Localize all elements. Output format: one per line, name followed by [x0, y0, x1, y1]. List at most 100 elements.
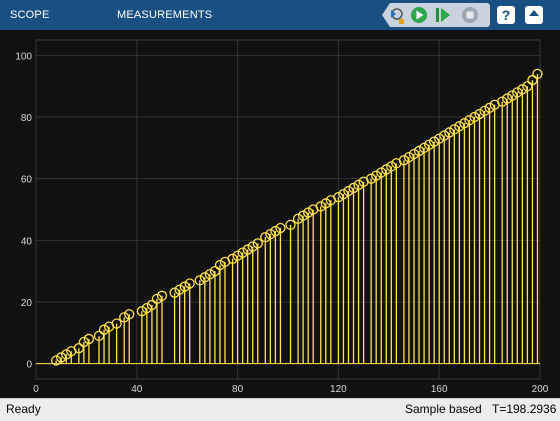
x-tick-label: 160 — [431, 384, 448, 395]
stem-marker — [522, 81, 533, 92]
stem-marker — [303, 207, 314, 218]
stem-marker — [184, 278, 195, 289]
stem-marker — [98, 324, 110, 335]
stem-marker — [464, 114, 475, 126]
y-tick-label: 0 — [26, 360, 32, 371]
stem-marker — [439, 130, 450, 141]
stem-marker — [507, 90, 518, 101]
stem-marker — [232, 250, 243, 261]
stem-marker — [454, 121, 465, 132]
y-tick-label: 100 — [15, 51, 32, 62]
x-tick-label: 40 — [131, 384, 143, 395]
stem-marker — [169, 287, 180, 298]
step-back-icon — [391, 8, 404, 24]
help-icon: ? — [497, 6, 515, 24]
status-mode: Sample based — [405, 402, 482, 416]
stem-marker — [348, 182, 359, 194]
stem-marker — [353, 179, 364, 190]
stem-marker — [119, 312, 130, 323]
stem-marker — [124, 309, 135, 320]
stem-marker — [204, 269, 216, 280]
toolstrip: SCOPE MEASUREMENTS ? — [0, 0, 560, 30]
stem-marker — [247, 241, 258, 252]
stem-marker — [479, 105, 490, 117]
markers — [51, 68, 543, 366]
y-tick-label: 20 — [21, 298, 33, 309]
stem-marker — [320, 198, 331, 209]
stem-marker — [338, 188, 349, 200]
x-tick-label: 80 — [232, 384, 244, 395]
y-tick-label: 80 — [21, 113, 33, 124]
stems — [36, 73, 540, 365]
stem-marker — [434, 133, 445, 144]
stem-marker — [429, 136, 440, 147]
stem-marker — [444, 127, 455, 138]
x-tick-label: 0 — [33, 384, 39, 395]
stem-marker — [265, 229, 276, 240]
stem-marker — [449, 124, 460, 135]
run-button[interactable] — [409, 5, 429, 25]
stem-marker — [174, 284, 185, 295]
stem-marker — [227, 253, 238, 264]
stem-marker — [56, 352, 67, 363]
stem-marker — [484, 102, 495, 113]
tab-scope[interactable]: SCOPE — [10, 9, 50, 21]
stem-marker — [61, 349, 72, 360]
stem-marker — [199, 272, 210, 283]
stem-plot: 0 20 40 60 80 100 0 40 80 120 160 200 — [15, 39, 549, 395]
y-tick-label: 40 — [21, 236, 33, 247]
step-back-button[interactable] — [386, 5, 406, 25]
stem-marker — [418, 142, 430, 154]
stem-marker — [381, 164, 392, 175]
stem-marker — [502, 93, 513, 104]
stem-marker — [343, 185, 354, 197]
stem-marker — [237, 247, 248, 258]
expand-toolstrip-button[interactable] — [524, 5, 544, 25]
stem-marker — [512, 87, 523, 98]
stem-marker — [423, 139, 435, 150]
stem-marker — [151, 293, 163, 305]
stem-marker — [242, 244, 253, 255]
run-icon — [411, 7, 427, 23]
stem-marker — [252, 238, 263, 249]
scope-display[interactable]: 0 20 40 60 80 100 0 40 80 120 160 200 — [0, 30, 560, 398]
stop-icon — [462, 7, 478, 23]
tab-measurements[interactable]: MEASUREMENTS — [117, 9, 213, 21]
stem-marker — [156, 290, 168, 301]
status-bar: Ready Sample based T=198.2936 — [0, 398, 560, 421]
stem-marker — [136, 306, 147, 317]
x-tick-label: 120 — [330, 384, 347, 395]
stem-marker — [78, 336, 90, 348]
stem-marker — [93, 330, 105, 342]
stem-marker — [73, 343, 84, 354]
stem-marker — [459, 118, 470, 129]
stem-marker — [83, 333, 95, 345]
stem-marker — [376, 167, 387, 178]
stem-marker — [386, 161, 397, 172]
stem-marker — [270, 225, 281, 237]
stem-marker — [141, 302, 153, 314]
stem-marker — [214, 259, 226, 271]
stem-marker — [297, 210, 309, 221]
stem-marker — [403, 151, 415, 163]
stem-marker — [260, 232, 271, 243]
stem-marker — [398, 155, 410, 166]
step-forward-button[interactable] — [433, 5, 453, 25]
x-tick-label: 200 — [532, 384, 549, 395]
y-tick-label: 60 — [21, 175, 33, 186]
stem-marker — [51, 355, 62, 366]
stem-marker — [517, 84, 528, 95]
stem-marker — [469, 111, 480, 123]
stem-marker — [527, 74, 538, 86]
stem-marker — [315, 201, 326, 212]
step-forward-icon — [436, 8, 450, 22]
stem-marker — [413, 145, 425, 157]
help-button[interactable]: ? — [496, 5, 516, 25]
stem-marker — [285, 219, 296, 231]
stem-marker — [146, 299, 158, 311]
stem-marker — [408, 148, 420, 160]
stop-button[interactable] — [460, 5, 480, 25]
x-tick-labels: 0 40 80 120 160 200 — [33, 384, 549, 395]
svg-text:?: ? — [502, 7, 511, 23]
stem-marker — [474, 108, 485, 120]
